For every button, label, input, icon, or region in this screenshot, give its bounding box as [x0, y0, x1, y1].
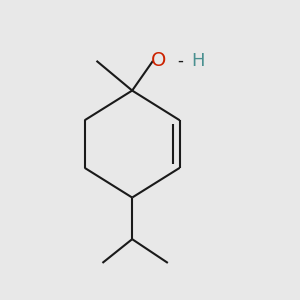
Text: H: H	[191, 52, 204, 70]
Text: -: -	[177, 52, 183, 70]
Text: O: O	[151, 51, 166, 70]
